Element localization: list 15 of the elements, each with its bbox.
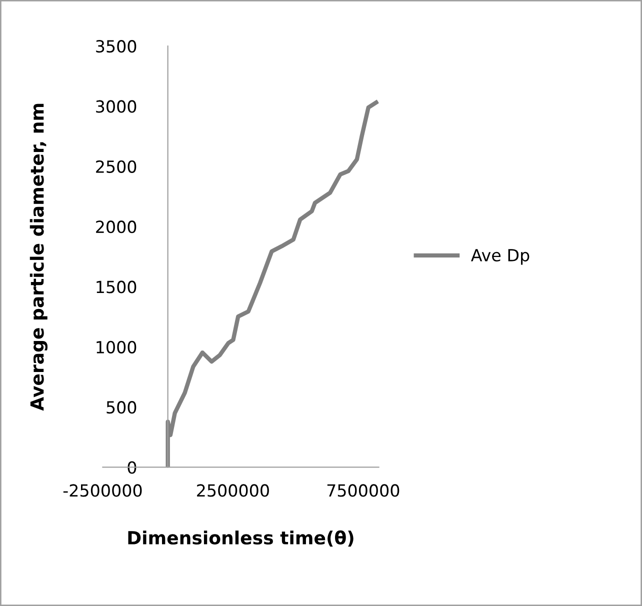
x-tick-label: 2500000 <box>197 484 269 497</box>
legend-label: Ave Dp <box>470 249 530 265</box>
y-axis-title: Average particle diameter, nm <box>30 104 48 411</box>
y-tick-label: 2000 <box>96 220 136 234</box>
y-tick-label: 1500 <box>96 280 136 294</box>
y-tick-label: 500 <box>106 401 136 414</box>
y-tick-label: 1000 <box>96 340 136 354</box>
x-axis-title: Dimensionless time(θ) <box>128 530 354 547</box>
y-tick-label: 3000 <box>96 100 136 113</box>
x-tick-label: 7500000 <box>327 484 400 497</box>
y-tick-label: 2500 <box>96 160 136 173</box>
line-series <box>166 100 378 468</box>
y-tick-label: 3500 <box>96 40 136 53</box>
y-tick-label: 0 <box>128 461 136 474</box>
x-tick-label: -2500000 <box>63 484 142 497</box>
